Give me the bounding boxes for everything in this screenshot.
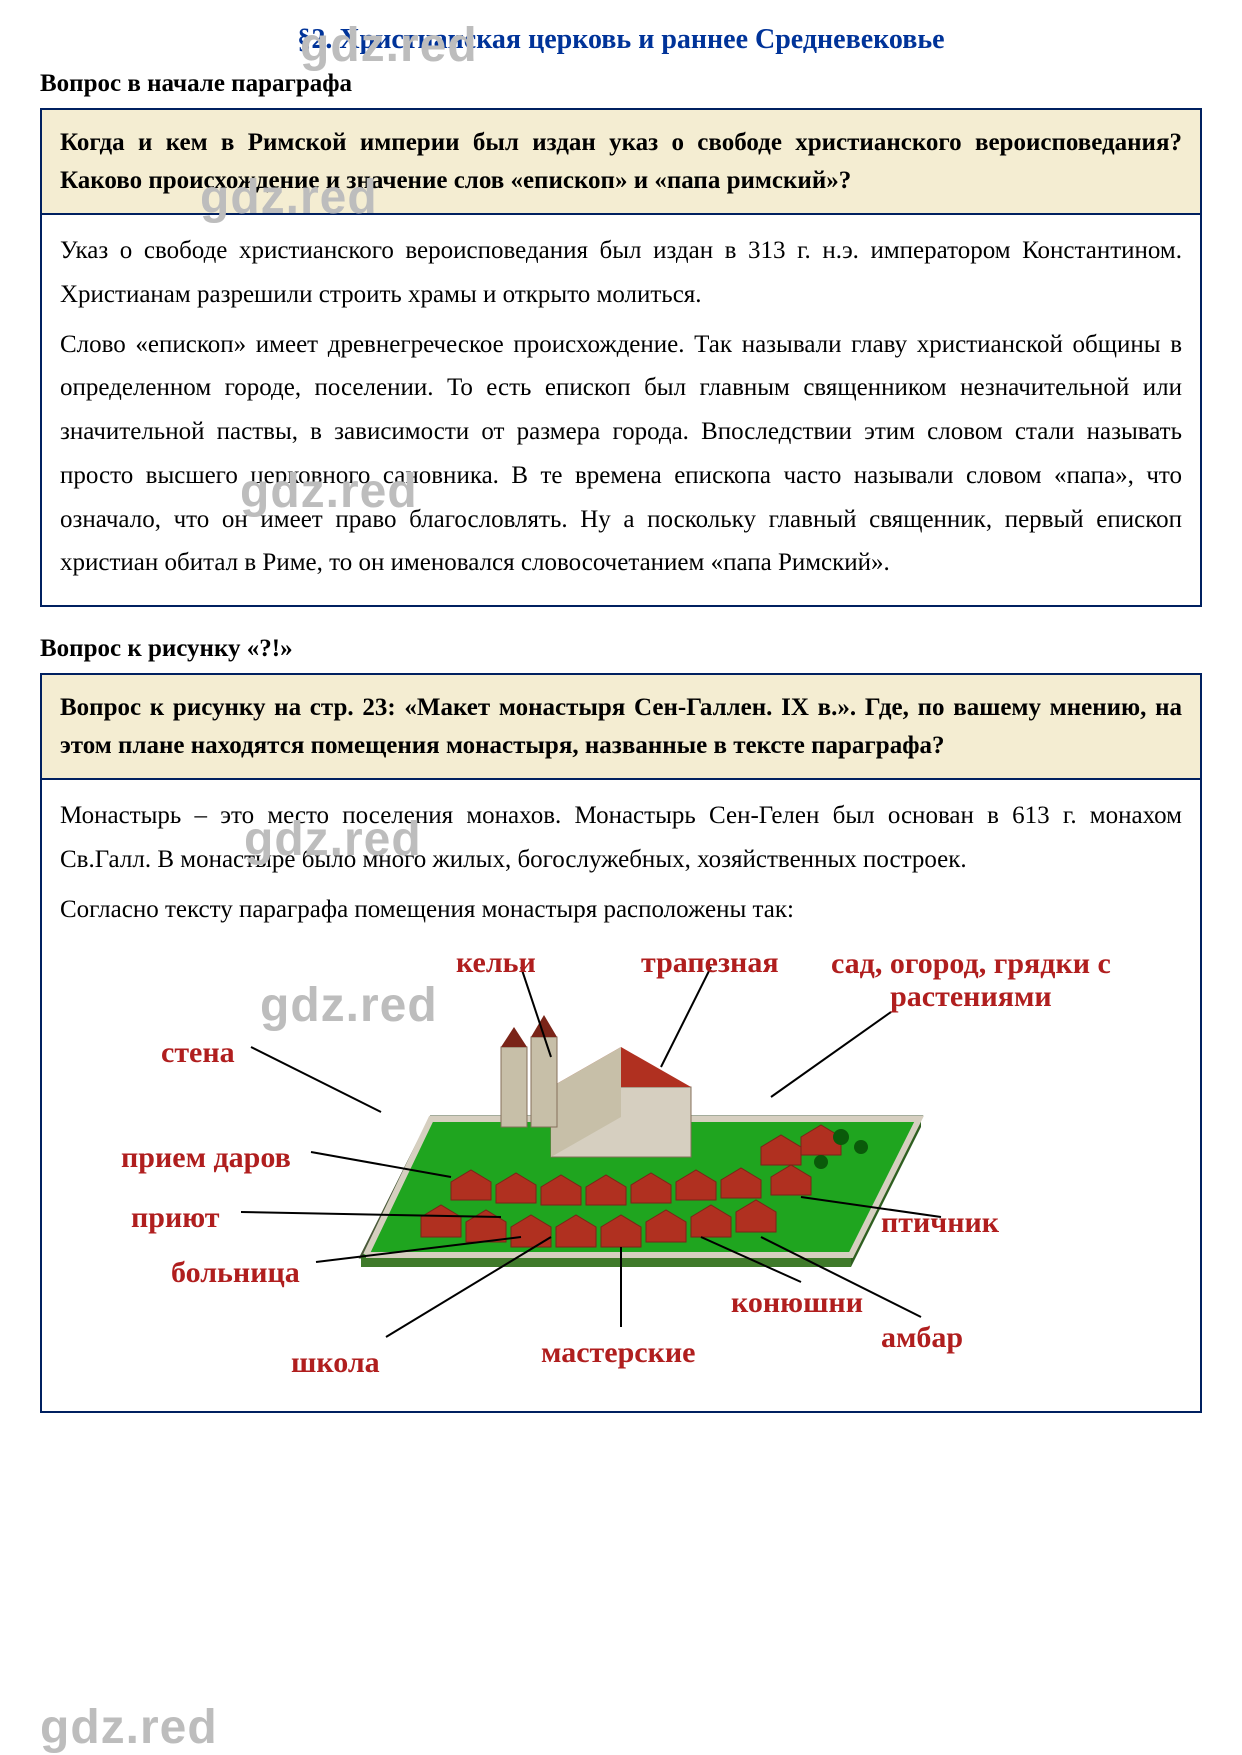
label-workshops: мастерские [541,1327,695,1380]
question-2: Вопрос к рисунку на стр. 23: «Макет мона… [42,675,1200,780]
label-poultry: птичник [881,1197,999,1250]
answer-2-p2: Согласно тексту параграфа помещения мона… [60,888,1182,932]
page-title: §2. Христианская церковь и раннее Средне… [40,24,1202,56]
label-school: школа [291,1337,380,1390]
label-shelter: приют [131,1192,220,1245]
answer-1-p2: Слово «епископ» имеет древнегреческое пр… [60,323,1182,586]
label-wall: стена [161,1027,235,1080]
monastery-diagram: кельи трапезная сад, огород, грядки с ра… [121,937,1121,1397]
answer-2: Монастырь – это место поселения монахов.… [42,780,1200,1411]
label-barn: амбар [881,1312,963,1365]
label-donations: прием даров [121,1132,291,1185]
label-cells: кельи [456,937,536,990]
label-garden: сад, огород, грядки с растениями [831,947,1111,1013]
label-garden-l1: сад, огород, грядки с [831,947,1111,980]
subheading-2: Вопрос к рисунку «?!» [40,635,1202,663]
qa-box-2: Вопрос к рисунку на стр. 23: «Макет мона… [40,673,1202,1413]
answer-1: Указ о свободе христианского вероисповед… [42,215,1200,605]
question-1: Когда и кем в Римской империи был издан … [42,110,1200,215]
label-hospital: больница [171,1247,300,1300]
qa-box-1: Когда и кем в Римской империи был издан … [40,108,1202,607]
label-refectory: трапезная [641,937,779,990]
answer-1-p1: Указ о свободе христианского вероисповед… [60,229,1182,317]
watermark: gdz.red [40,1700,218,1755]
subheading-1: Вопрос в начале параграфа [40,70,1202,98]
answer-2-p1: Монастырь – это место поселения монахов.… [60,794,1182,882]
label-stables: конюшни [731,1277,863,1330]
label-garden-l2: растениями [890,980,1052,1013]
